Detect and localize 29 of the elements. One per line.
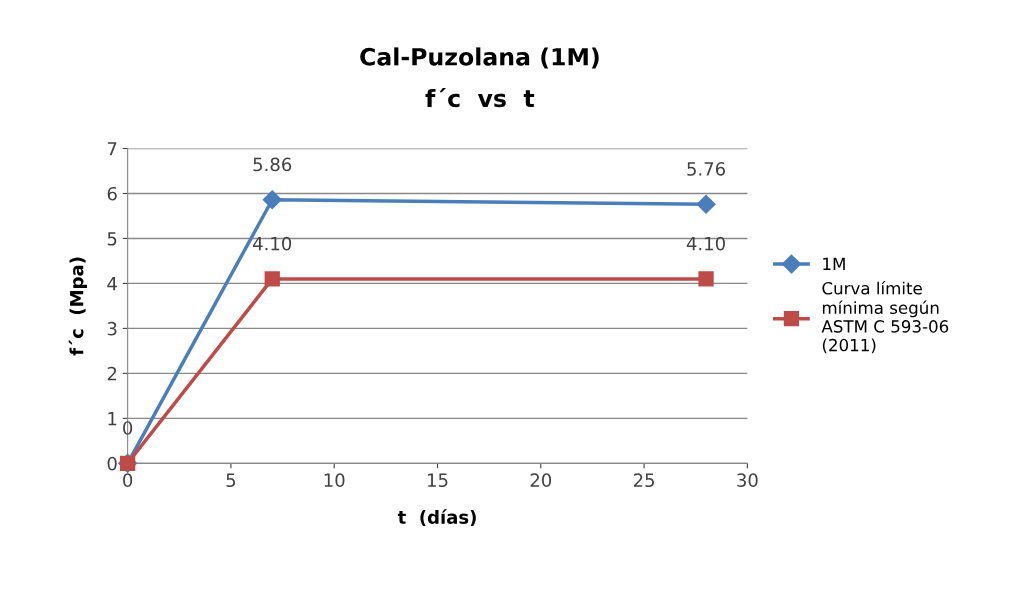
data-label: 4.10 [253,236,292,251]
x-tick-label: 10 [324,473,345,488]
point [264,271,280,287]
legend-label: 1M [823,257,845,270]
x-tick-label: 20 [530,473,552,488]
x-tick-label: 5 [226,473,236,488]
y-tick-label: 3 [107,321,117,336]
point [262,190,282,210]
y-tick-label: 1 [108,412,117,426]
legend-label: Curva límite mínima según ASTM C 593-06 (2011) [821,281,949,354]
x-tick-label: 30 [737,473,758,488]
data-label: 5.86 [253,157,292,172]
y-tick-label: 6 [107,186,117,201]
chart-title: Cal-Puzolana (1M) [360,47,599,69]
y-axis-title: f´c (Mpa) [68,257,87,356]
y-tick-label: 4 [107,277,117,291]
y-tick-label: 5 [107,232,117,246]
data-label: 4.10 [686,236,725,251]
data-label: 5.76 [687,162,726,176]
y-tick-label: 0 [107,456,117,471]
x-tick-label: 0 [123,473,133,488]
point [696,194,716,214]
y-tick-label: 7 [107,142,117,156]
point [698,271,714,287]
x-axis-title: t (días) [397,509,476,527]
x-tick-label: 25 [633,473,654,488]
x-tick-label: 15 [427,473,448,488]
y-tick-label: 2 [107,366,117,381]
chart-subtitle: f´c vs t [425,88,535,108]
